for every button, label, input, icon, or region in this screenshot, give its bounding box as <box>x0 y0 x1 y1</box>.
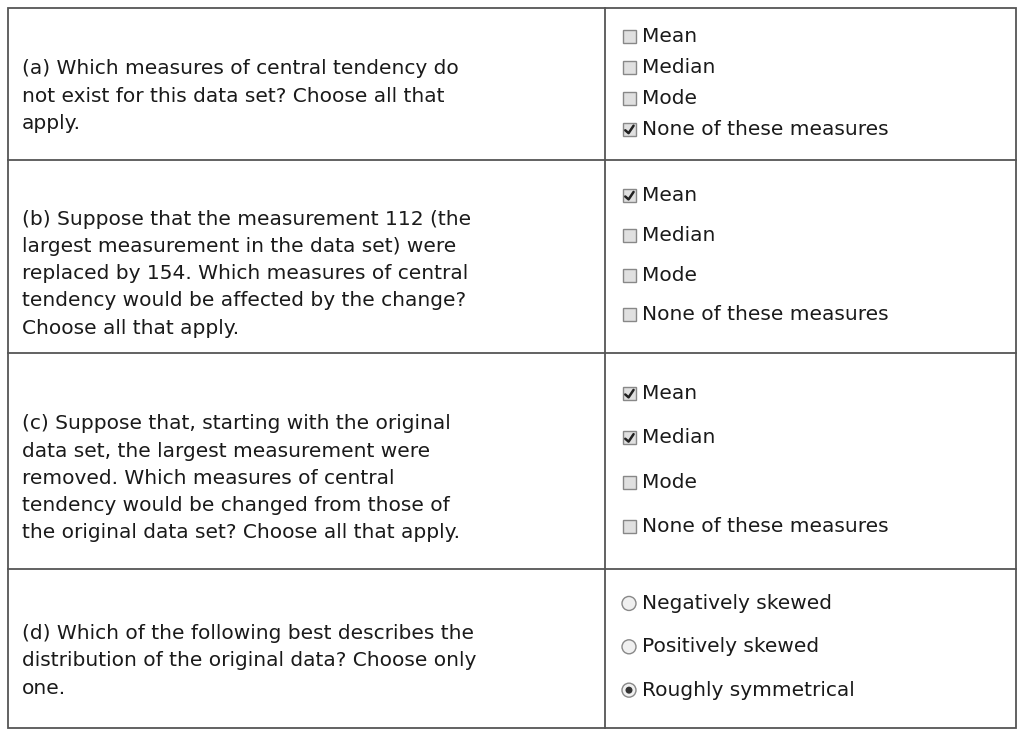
Circle shape <box>622 596 636 610</box>
Text: (a) Which measures of central tendency do
not exist for this data set? Choose al: (a) Which measures of central tendency d… <box>22 59 459 133</box>
Text: None of these measures: None of these measures <box>642 305 889 325</box>
Circle shape <box>626 687 633 693</box>
Text: None of these measures: None of these measures <box>642 517 889 536</box>
Circle shape <box>622 683 636 697</box>
Circle shape <box>622 640 636 654</box>
Bar <box>623 92 636 105</box>
Text: (b) Suppose that the measurement 112 (the
largest measurement in the data set) w: (b) Suppose that the measurement 112 (th… <box>22 209 471 337</box>
Bar <box>623 520 636 533</box>
Text: Mean: Mean <box>642 27 697 46</box>
Bar <box>623 476 636 488</box>
Text: (d) Which of the following best describes the
distribution of the original data?: (d) Which of the following best describe… <box>22 625 476 698</box>
Text: (c) Suppose that, starting with the original
data set, the largest measurement w: (c) Suppose that, starting with the orig… <box>22 414 460 542</box>
Bar <box>623 123 636 136</box>
Text: Mean: Mean <box>642 186 697 205</box>
Bar <box>623 30 636 43</box>
Text: Median: Median <box>642 58 716 77</box>
Text: Positively skewed: Positively skewed <box>642 637 819 656</box>
Bar <box>623 229 636 242</box>
Bar <box>623 432 636 444</box>
Text: Median: Median <box>642 429 716 447</box>
Bar <box>623 387 636 400</box>
Text: Negatively skewed: Negatively skewed <box>642 594 831 613</box>
Bar <box>623 269 636 282</box>
Bar <box>623 189 636 202</box>
Text: Mode: Mode <box>642 266 697 285</box>
Text: Mean: Mean <box>642 384 697 403</box>
Bar <box>623 308 636 322</box>
Text: None of these measures: None of these measures <box>642 120 889 139</box>
Text: Mode: Mode <box>642 89 697 108</box>
Bar <box>623 61 636 74</box>
Text: Median: Median <box>642 226 716 245</box>
Text: Mode: Mode <box>642 473 697 491</box>
Text: Roughly symmetrical: Roughly symmetrical <box>642 681 855 699</box>
